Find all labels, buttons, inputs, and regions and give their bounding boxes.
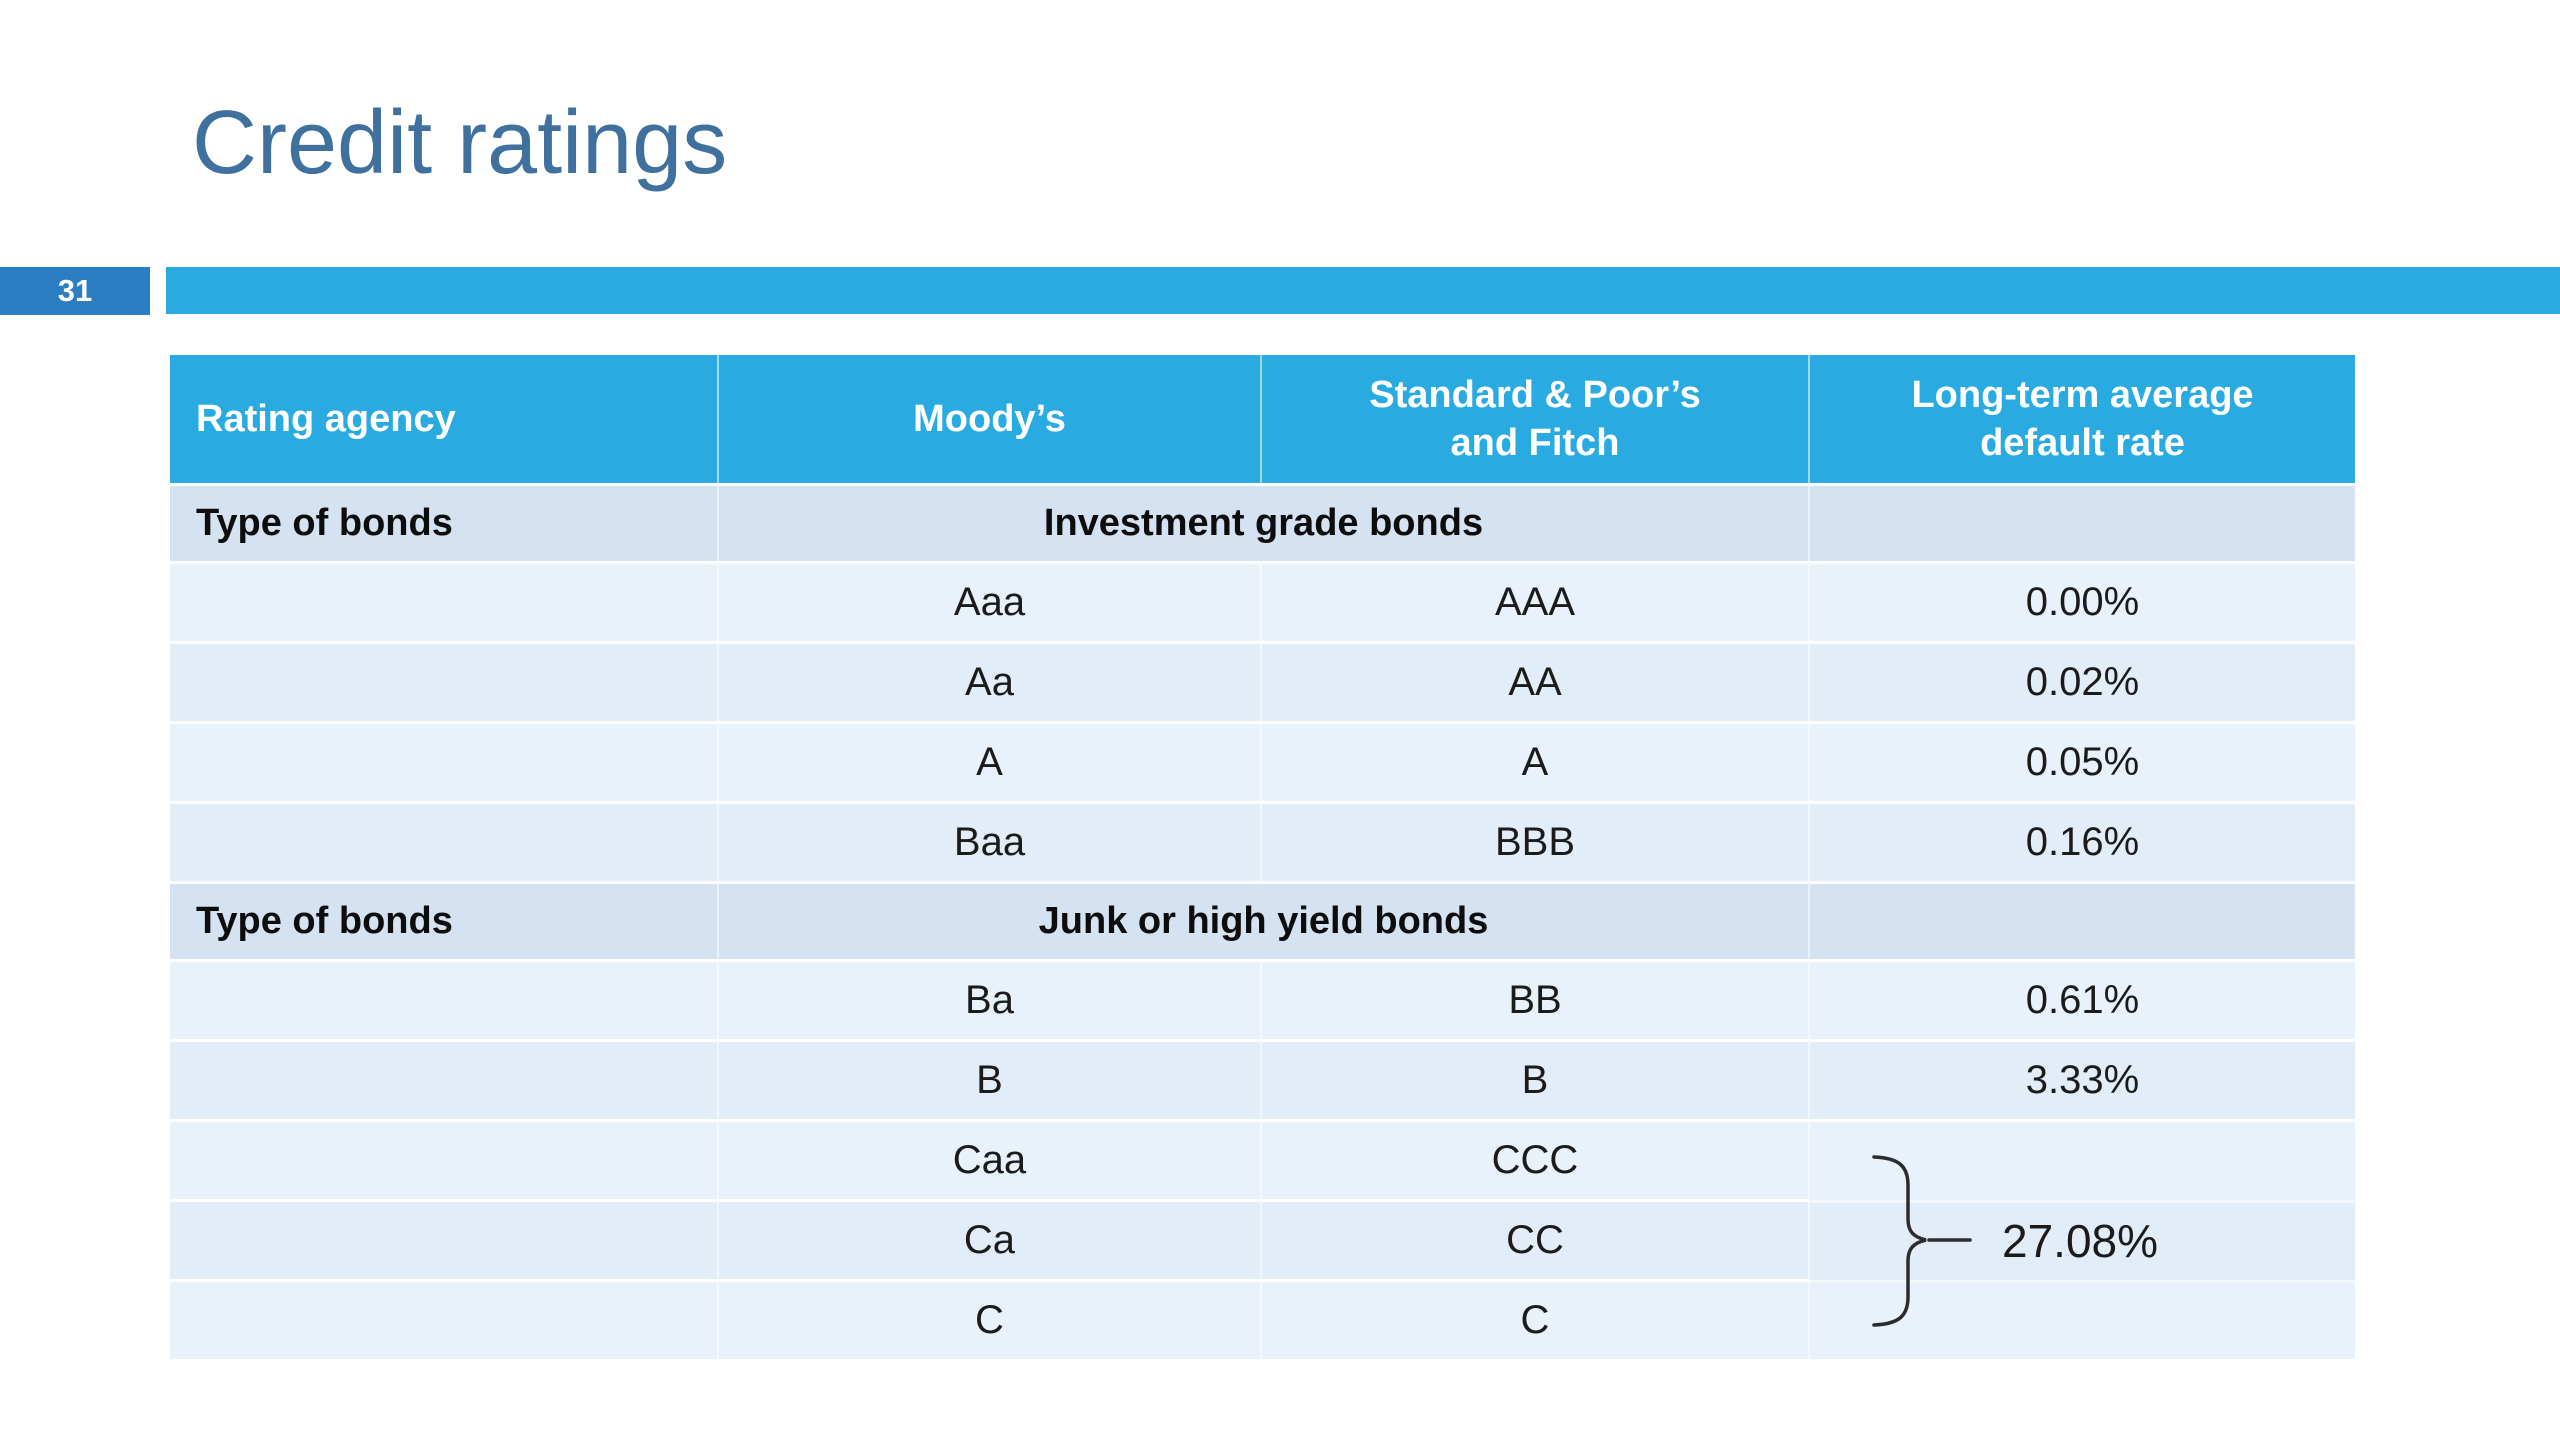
moodys-cell: Caa	[717, 1119, 1260, 1199]
header-sp-fitch: Standard & Poor’s and Fitch	[1260, 355, 1808, 483]
header-moodys: Moody’s	[717, 355, 1260, 483]
sp-cell: A	[1260, 721, 1808, 801]
sp-cell: CC	[1260, 1199, 1808, 1279]
rate-cell: 0.61%	[1808, 959, 2355, 1039]
empty-cell	[170, 1279, 717, 1359]
grouped-rate-cell: 27.08%	[1808, 1119, 2355, 1359]
sp-cell: AAA	[1260, 561, 1808, 641]
empty-cell	[170, 801, 717, 881]
rate-cell: 3.33%	[1808, 1039, 2355, 1119]
header-default-rate-text: Long-term average default rate	[1911, 374, 2254, 464]
page-title: Credit ratings	[192, 93, 728, 193]
sp-cell: BBB	[1260, 801, 1808, 881]
rate-cell: 0.05%	[1808, 721, 2355, 801]
header-default-rate: Long-term average default rate	[1808, 355, 2355, 483]
empty-cell	[170, 1199, 717, 1279]
sp-cell: C	[1260, 1279, 1808, 1359]
moodys-cell: Aa	[717, 641, 1260, 721]
moodys-cell: Aaa	[717, 561, 1260, 641]
empty-cell	[170, 1119, 717, 1199]
moodys-cell: C	[717, 1279, 1260, 1359]
header-sp-fitch-text: Standard & Poor’s and Fitch	[1369, 374, 1701, 464]
section-label: Type of bonds	[170, 483, 717, 561]
page-number-badge: 31	[0, 267, 150, 315]
moodys-cell: A	[717, 721, 1260, 801]
section-band-empty	[1808, 881, 2355, 959]
empty-cell	[170, 959, 717, 1039]
sp-cell: AA	[1260, 641, 1808, 721]
sp-cell: BB	[1260, 959, 1808, 1039]
sp-cell: CCC	[1260, 1119, 1808, 1199]
section-label: Type of bonds	[170, 881, 717, 959]
credit-ratings-table: Rating agency Moody’s Standard & Poor’s …	[170, 355, 2355, 1359]
right-brace-icon	[1872, 1154, 1972, 1327]
rate-cell: 0.16%	[1808, 801, 2355, 881]
moodys-cell: B	[717, 1039, 1260, 1119]
moodys-cell: Ba	[717, 959, 1260, 1039]
sp-cell: B	[1260, 1039, 1808, 1119]
section-group-junk: Junk or high yield bonds	[717, 881, 1808, 959]
empty-cell	[170, 641, 717, 721]
moodys-cell: Ca	[717, 1199, 1260, 1279]
rate-cell: 0.02%	[1808, 641, 2355, 721]
accent-bar	[166, 267, 2560, 314]
empty-cell	[170, 561, 717, 641]
section-band-empty	[1808, 483, 2355, 561]
header-rating-agency: Rating agency	[170, 355, 717, 483]
rate-cell: 0.00%	[1808, 561, 2355, 641]
page-number: 31	[57, 273, 93, 308]
section-group-investment: Investment grade bonds	[717, 483, 1808, 561]
empty-cell	[170, 1039, 717, 1119]
grouped-default-rate: 27.08%	[2002, 1214, 2159, 1267]
moodys-cell: Baa	[717, 801, 1260, 881]
empty-cell	[170, 721, 717, 801]
